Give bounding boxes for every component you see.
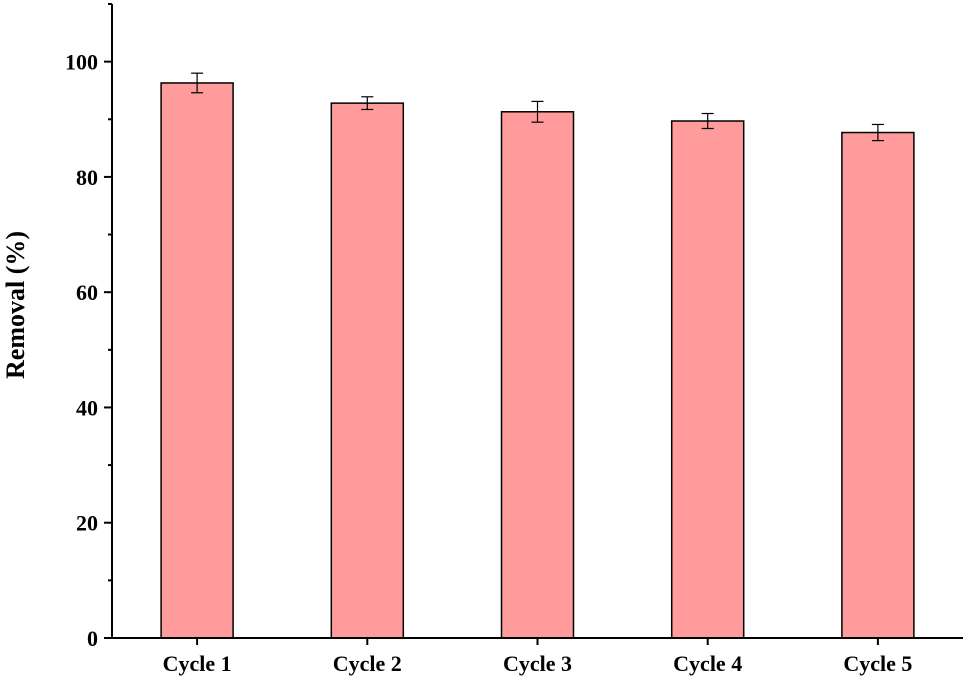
x-tick-label: Cycle 5	[843, 651, 912, 676]
bar-3	[500, 111, 575, 639]
y-tick-label: 80	[76, 165, 98, 190]
x-axis-ticks: Cycle 1 Cycle 2 Cycle 3 Cycle 4 Cycle 5	[163, 638, 912, 676]
x-tick-label: Cycle 3	[503, 651, 572, 676]
bar-2	[330, 102, 405, 639]
bar-1	[160, 82, 234, 639]
bar-5	[841, 131, 915, 639]
y-tick-label: 100	[65, 50, 98, 75]
error-bar-5	[871, 123, 884, 142]
error-bars-layer	[191, 72, 884, 142]
x-tick-label: Cycle 4	[673, 651, 742, 676]
y-tick-label: 60	[76, 280, 98, 305]
y-axis-title: Removal (%)	[1, 231, 30, 379]
plot-area	[160, 72, 915, 639]
y-axis-ticks: 0 20 40 60 80 100	[65, 3, 112, 651]
y-tick-label: 40	[76, 395, 98, 420]
bars-layer	[160, 82, 915, 639]
error-bar-2	[361, 96, 374, 111]
x-tick-label: Cycle 1	[163, 651, 232, 676]
error-bar-3	[531, 100, 544, 123]
x-tick-label: Cycle 2	[333, 651, 402, 676]
y-tick-label: 0	[87, 626, 98, 651]
error-bar-4	[701, 112, 714, 130]
y-tick-label: 20	[76, 511, 98, 536]
bar-4	[670, 120, 745, 639]
error-bar-1	[191, 72, 204, 94]
